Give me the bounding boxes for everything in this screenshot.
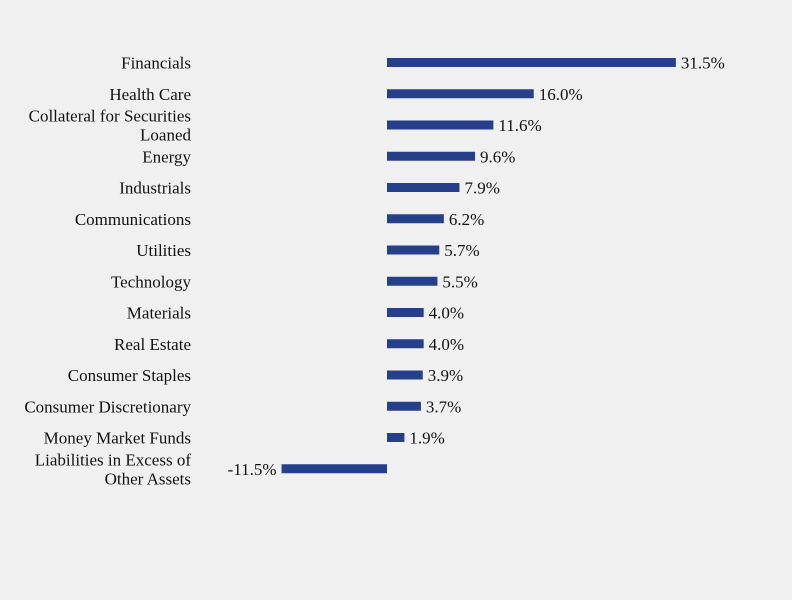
category-label-line: Materials xyxy=(127,304,191,323)
bar-row: Collateral for Securities Loaned 11.6% xyxy=(29,107,542,145)
data-label: 11.6% xyxy=(498,116,541,135)
category-label: Consumer Staples xyxy=(68,366,191,385)
category-label-line: Technology xyxy=(111,272,192,291)
bar-row: Energy 9.6% xyxy=(142,147,515,166)
data-label: 4.0% xyxy=(429,335,464,354)
data-label: -11.5% xyxy=(228,460,277,479)
category-label-line: Financials xyxy=(121,54,191,73)
category-label-line: Consumer Staples xyxy=(68,366,191,385)
data-label: 3.9% xyxy=(428,366,463,385)
data-label: 5.5% xyxy=(442,272,477,291)
category-label: Materials xyxy=(127,304,191,323)
category-label: Energy xyxy=(142,147,191,166)
category-label-line: Other Assets xyxy=(105,469,191,488)
bar-row: Utilities 5.7% xyxy=(136,241,479,260)
data-label: 4.0% xyxy=(429,304,464,323)
bar xyxy=(387,308,424,317)
bar-row: Health Care 16.0% xyxy=(109,85,582,104)
bar-row: Materials 4.0% xyxy=(127,304,464,323)
bar xyxy=(387,151,476,161)
data-label: 31.5% xyxy=(681,54,725,73)
bar xyxy=(387,433,405,442)
bar xyxy=(387,339,424,349)
bar xyxy=(387,214,444,224)
bar xyxy=(387,120,494,130)
category-label-line: Collateral for Securities xyxy=(29,107,191,126)
category-label: Collateral for Securities Loaned xyxy=(29,107,192,145)
category-label-line: Real Estate xyxy=(114,335,191,354)
category-label: Utilities xyxy=(136,241,191,260)
data-label: 9.6% xyxy=(480,147,515,166)
category-label: Liabilities in Excess of Other Assets xyxy=(35,450,192,488)
bar xyxy=(387,58,676,67)
category-label: Technology xyxy=(111,272,192,291)
category-label-line: Energy xyxy=(142,147,191,166)
category-label-line: Loaned xyxy=(140,126,191,145)
category-label-line: Money Market Funds xyxy=(44,429,191,448)
bar-row: Money Market Funds 1.9% xyxy=(44,429,445,448)
category-label: Financials xyxy=(121,54,191,73)
category-label: Consumer Discretionary xyxy=(24,397,191,416)
bar-row: Real Estate 4.0% xyxy=(114,335,464,354)
data-label: 6.2% xyxy=(449,210,484,229)
category-label-line: Consumer Discretionary xyxy=(24,397,191,416)
category-label-line: Health Care xyxy=(109,85,191,104)
category-label-line: Communications xyxy=(75,210,191,229)
data-label: 7.9% xyxy=(464,179,499,198)
bar xyxy=(387,370,423,380)
category-label-line: Utilities xyxy=(136,241,191,260)
bar xyxy=(387,276,438,286)
category-label-line: Industrials xyxy=(119,179,191,198)
bar-row: Industrials 7.9% xyxy=(119,179,500,198)
bar-row: Consumer Discretionary 3.7% xyxy=(24,397,461,416)
bar-row: Financials 31.5% xyxy=(121,54,725,73)
data-label: 3.7% xyxy=(426,397,461,416)
category-label: Money Market Funds xyxy=(44,429,191,448)
bar-row: Technology 5.5% xyxy=(111,272,478,291)
category-label: Real Estate xyxy=(114,335,191,354)
bar xyxy=(387,245,440,255)
category-label: Industrials xyxy=(119,179,191,198)
bar-row: Consumer Staples 3.9% xyxy=(68,366,463,385)
bar xyxy=(387,183,460,192)
category-label-line: Liabilities in Excess of xyxy=(35,450,192,469)
bar xyxy=(387,89,534,99)
bar xyxy=(281,464,387,474)
category-label: Communications xyxy=(75,210,191,229)
category-label: Health Care xyxy=(109,85,191,104)
bar xyxy=(387,401,421,411)
bar-row: Liabilities in Excess of Other Assets -11.… xyxy=(35,450,387,488)
data-label: 1.9% xyxy=(409,429,444,448)
data-label: 5.7% xyxy=(444,241,479,260)
bar-row: Communications 6.2% xyxy=(75,210,484,229)
data-label: 16.0% xyxy=(539,85,583,104)
